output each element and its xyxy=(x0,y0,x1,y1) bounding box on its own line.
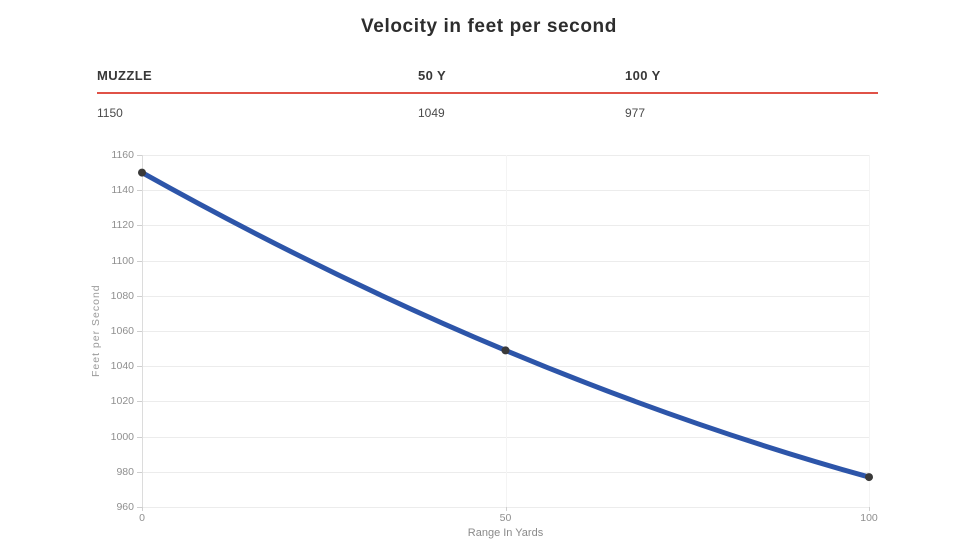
velocity-series-plot xyxy=(138,168,873,482)
y-tick xyxy=(137,155,142,156)
header-50y: 50 Y xyxy=(418,68,447,83)
x-tick-label: 50 xyxy=(499,512,512,524)
y-tick-label: 1120 xyxy=(111,219,134,232)
y-tick xyxy=(137,225,142,227)
y-tick xyxy=(137,507,142,508)
y-tick-label: 1080 xyxy=(110,289,134,302)
y-tick-label: 980 xyxy=(116,465,134,478)
y-tick xyxy=(137,366,142,368)
y-tick xyxy=(137,436,142,438)
y-tick xyxy=(137,260,142,262)
y-tick-label: 1060 xyxy=(110,325,134,337)
value-muzzle: 1150 xyxy=(97,106,123,120)
x-tick xyxy=(505,507,507,511)
x-gridline xyxy=(869,155,870,507)
x-tick xyxy=(142,507,143,511)
x-gridline xyxy=(505,155,507,507)
velocity-table: MUZZLE 50 Y 100 Y 1150 1049 977 xyxy=(97,66,878,120)
y-tick xyxy=(137,331,142,332)
y-tick-label: 1140 xyxy=(111,184,134,197)
velocity-line xyxy=(139,170,872,480)
y-tick-label: 960 xyxy=(116,501,134,513)
data-point xyxy=(865,473,873,482)
data-point xyxy=(501,346,510,355)
y-tick-label: 1040 xyxy=(110,360,134,373)
x-tick-label: 100 xyxy=(860,512,878,524)
x-gridline xyxy=(142,155,143,507)
header-100y: 100 Y xyxy=(625,68,661,83)
y-tick xyxy=(137,190,142,192)
x-tick xyxy=(869,507,870,511)
x-axis-title: Range In Yards xyxy=(467,527,544,539)
velocity-table-header-row: MUZZLE 50 Y 100 Y xyxy=(97,66,878,86)
x-tick-label: 0 xyxy=(139,512,145,524)
y-tick-label: 1160 xyxy=(111,149,134,161)
page-title: Velocity in feet per second xyxy=(361,16,617,37)
data-point xyxy=(138,168,146,177)
y-tick xyxy=(137,295,142,297)
value-100y: 977 xyxy=(625,106,646,120)
y-tick-label: 1100 xyxy=(111,254,134,267)
table-divider xyxy=(97,92,878,94)
y-tick xyxy=(137,471,142,473)
velocity-table-value-row: 1150 1049 977 xyxy=(97,94,878,120)
y-tick-label: 1020 xyxy=(110,395,134,408)
y-tick xyxy=(137,401,142,403)
y-tick-label: 1000 xyxy=(110,430,134,443)
value-50y: 1049 xyxy=(418,106,445,120)
header-muzzle: MUZZLE xyxy=(97,68,153,83)
